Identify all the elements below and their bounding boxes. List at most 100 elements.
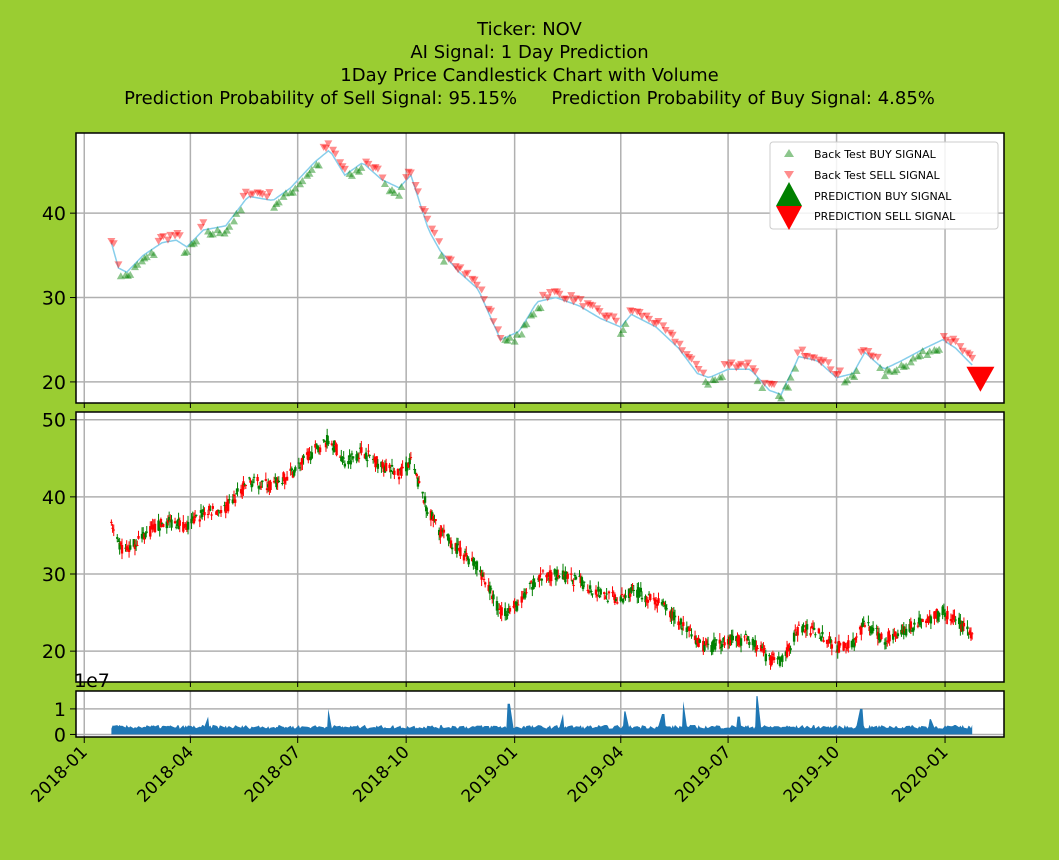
candle-body (847, 640, 850, 649)
candle-body (942, 610, 946, 612)
backtest-sell-marker (946, 338, 955, 346)
candle-body (863, 625, 867, 627)
candle-body (251, 481, 255, 483)
chart-titles: Ticker: NOV AI Signal: 1 Day Prediction … (0, 18, 1059, 110)
candle-body (450, 547, 454, 550)
backtest-buy-marker (437, 251, 446, 259)
candle-body (712, 639, 716, 643)
backtest-buy-marker (935, 345, 944, 353)
candle-body (357, 457, 361, 459)
candle-body (880, 633, 883, 640)
candle-body (875, 627, 878, 629)
backtest-sell-marker (472, 281, 481, 289)
backtest-sell-marker (687, 355, 696, 363)
backtest-sell-marker (668, 331, 677, 339)
backtest-sell-marker (873, 353, 882, 361)
backtest-sell-marker (463, 269, 472, 277)
backtest-buy-marker (932, 346, 941, 354)
backtest-sell-marker (958, 347, 967, 355)
candle-body (259, 486, 263, 488)
backtest-buy-marker (902, 362, 911, 370)
backtest-sell-marker (404, 168, 413, 176)
candle-body (498, 608, 501, 610)
candle-body (483, 582, 487, 585)
backtest-sell-marker (732, 364, 741, 372)
backtest-sell-marker (324, 140, 333, 148)
candle-body (165, 521, 168, 529)
backtest-sell-marker (340, 165, 349, 173)
candle-body (120, 544, 124, 554)
candle-body (778, 657, 782, 666)
candle-body (654, 599, 658, 602)
candle-body (264, 479, 268, 481)
backtest-buy-marker (517, 330, 526, 338)
backtest-sell-marker (612, 317, 621, 325)
candle-body (605, 593, 608, 595)
candle-body (310, 452, 314, 459)
candle-body (367, 450, 370, 452)
candle-body (224, 506, 227, 514)
candle-body (473, 561, 476, 565)
volume-panel-ytick-label: 0 (54, 724, 66, 746)
candle-body (693, 635, 697, 641)
candle-body (351, 456, 355, 459)
backtest-buy-marker (527, 311, 536, 319)
candle-body (495, 601, 499, 611)
candle-body (820, 636, 823, 641)
backtest-buy-marker (791, 364, 800, 372)
backtest-buy-marker (270, 203, 279, 211)
backtest-buy-marker (230, 217, 239, 225)
candle-body (515, 602, 519, 611)
backtest-buy-marker (225, 222, 234, 230)
panel-border (75, 690, 1005, 738)
candle-body (335, 444, 338, 456)
xtick-label: 2018-07 (241, 742, 305, 806)
backtest-buy-marker (784, 383, 793, 391)
backtest-buy-marker (140, 254, 149, 262)
candle-body (871, 627, 875, 631)
candle-body (183, 524, 186, 528)
candle-body (578, 575, 581, 577)
backtest-buy-marker (781, 382, 790, 390)
candle-body (599, 589, 602, 595)
backtest-buy-marker (439, 257, 448, 265)
backtest-sell-marker (159, 233, 168, 241)
backtest-markers (107, 140, 977, 402)
backtest-buy-marker (395, 191, 404, 199)
backtest-buy-marker (380, 180, 389, 188)
backtest-sell-marker (583, 300, 592, 308)
backtest-sell-marker (321, 145, 330, 153)
backtest-sell-marker (487, 307, 496, 315)
candle-body (318, 447, 322, 453)
backtest-buy-marker (296, 180, 305, 188)
candle-body (231, 499, 235, 504)
signal-panel-ytick-label: 30 (42, 288, 66, 310)
candle-body (594, 589, 598, 595)
backtest-sell-marker (331, 150, 340, 158)
candle-body (570, 573, 573, 575)
backtest-sell-marker (654, 317, 663, 325)
candle-body (298, 467, 302, 469)
candle-body (376, 463, 380, 469)
candle-body (573, 574, 576, 576)
candle-body (598, 596, 601, 598)
backtest-sell-marker (477, 286, 486, 294)
candle-body (283, 477, 286, 484)
candle-body (896, 633, 900, 637)
backtest-sell-marker (831, 371, 840, 379)
backtest-sell-marker (593, 305, 602, 313)
candle-body (565, 571, 568, 574)
xtick-label: 2018-04 (134, 742, 198, 806)
candle-body (838, 643, 842, 646)
backtest-sell-marker (364, 160, 373, 168)
candle-body (603, 592, 606, 594)
candle-body (324, 442, 328, 448)
candle-body (233, 499, 237, 503)
candle-body (200, 512, 204, 517)
backtest-sell-marker (939, 333, 948, 341)
candle-body (771, 653, 775, 655)
backtest-sell-marker (553, 288, 562, 296)
backtest-buy-marker (123, 271, 132, 279)
candle-body (210, 514, 213, 516)
candle-body (307, 451, 310, 461)
